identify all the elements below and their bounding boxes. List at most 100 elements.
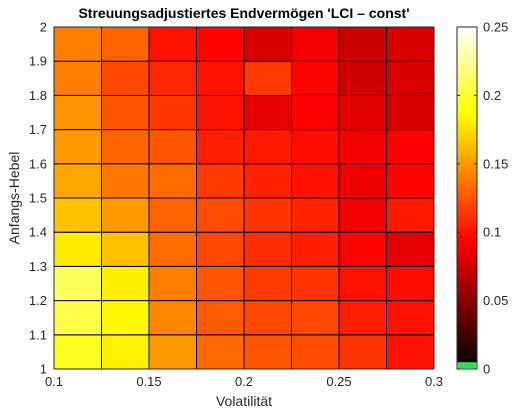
heatmap-cell [291, 94, 340, 131]
y-tick-label: 1.4 [29, 225, 47, 240]
heatmap-cell [338, 26, 387, 62]
x-tick-label: 0.1 [45, 374, 63, 389]
heatmap-cell [243, 300, 292, 336]
colorbar-tick-label: 0 [483, 362, 490, 377]
heatmap-cell [148, 265, 197, 302]
heatmap-cell [338, 300, 387, 336]
heatmap-cell [338, 60, 387, 96]
x-tick-label: 0.3 [425, 374, 443, 389]
colorbar-tick-label: 0.05 [483, 293, 508, 308]
x-tick-label: 0.2 [235, 374, 253, 389]
y-tick-label: 1.9 [29, 54, 47, 69]
heatmap-cell [53, 300, 102, 336]
heatmap-cell [291, 129, 340, 165]
y-tick-label: 1.7 [29, 122, 47, 137]
heatmap-cell [196, 94, 245, 131]
heatmap-cell [243, 129, 292, 165]
heatmap-cell [386, 334, 435, 370]
heatmap-cell [53, 26, 102, 62]
y-tick-label: 1 [40, 362, 47, 377]
heatmap-cells [53, 26, 435, 370]
heatmap-cell [53, 334, 102, 370]
heatmap-cell [196, 197, 245, 233]
heatmap-cell [243, 231, 292, 267]
heatmap-cell [148, 300, 197, 336]
heatmap-cell [243, 26, 292, 62]
heatmap-cell [291, 300, 340, 336]
heatmap-cell [386, 26, 435, 62]
chart-title: Streuungsadjustiertes Endvermögen 'LCI –… [78, 5, 409, 21]
heatmap-cell [291, 163, 340, 199]
heatmap-cell [101, 129, 150, 165]
heatmap-cell [196, 129, 245, 165]
heatmap-cell [338, 163, 387, 199]
heatmap-cell [338, 265, 387, 302]
heatmap-cell [386, 300, 435, 336]
heatmap-cell [148, 129, 197, 165]
heatmap-cell [148, 26, 197, 62]
heatmap-cell [101, 60, 150, 96]
y-tick-label: 1.8 [29, 88, 47, 103]
heatmap-cell [291, 60, 340, 96]
heatmap-cell [196, 334, 245, 370]
heatmap-cell [148, 94, 197, 131]
heatmap-cell [338, 334, 387, 370]
heatmap-cell [101, 231, 150, 267]
heatmap-cell [291, 231, 340, 267]
heatmap-cell [338, 197, 387, 233]
heatmap-cell [196, 231, 245, 267]
x-axis-label: Volatilität [216, 393, 272, 409]
colorbar: 0 0.05 0.1 0.15 0.2 0.25 [456, 20, 508, 377]
heatmap-cell [338, 94, 387, 131]
heatmap-cell [53, 60, 102, 96]
heatmap-cell [243, 334, 292, 370]
heatmap-cell [148, 60, 197, 96]
heatmap-cell [196, 163, 245, 199]
heatmap-cell [53, 265, 102, 302]
heatmap-cell [196, 60, 245, 96]
heatmap-cell [148, 197, 197, 233]
x-tick-label: 0.25 [326, 374, 351, 389]
heatmap-cell [386, 231, 435, 267]
colorbar-tick-label: 0.2 [483, 88, 501, 103]
heatmap-cell [53, 231, 102, 267]
heatmap-cell [148, 231, 197, 267]
heatmap-cell [101, 334, 150, 370]
colorbar-nan-marker [456, 361, 478, 370]
y-axis-label: Anfangs-Hebel [6, 152, 22, 245]
colorbar-tick-label: 0.1 [483, 225, 501, 240]
x-axis: 0.1 0.15 0.2 0.25 0.3 [45, 27, 443, 389]
colorbar-tick-label: 0.25 [483, 20, 508, 35]
heatmap-cell [291, 26, 340, 62]
heatmap-cell [101, 94, 150, 131]
y-tick-label: 1.5 [29, 191, 47, 206]
heatmap-cell [243, 94, 292, 131]
y-tick-label: 2 [40, 20, 47, 35]
heatmap-cell [101, 163, 150, 199]
heatmap-cell [386, 163, 435, 199]
heatmap-cell [386, 265, 435, 302]
heatmap-cell [101, 26, 150, 62]
heatmap-cell [291, 265, 340, 302]
heatmap-cell [243, 197, 292, 233]
heatmap-cell [101, 265, 150, 302]
heatmap-cell [196, 300, 245, 336]
y-tick-label: 1.3 [29, 259, 47, 274]
heatmap-cell [291, 334, 340, 370]
heatmap-cell [196, 26, 245, 62]
heatmap-cell [53, 197, 102, 233]
colorbar-tick-label: 0.15 [483, 156, 508, 171]
heatmap-cell [338, 231, 387, 267]
heatmap-cell [386, 197, 435, 233]
heatmap-cell [53, 163, 102, 199]
heatmap-cell [196, 265, 245, 302]
heatmap-cell [101, 300, 150, 336]
heatmap-cell [291, 197, 340, 233]
y-tick-label: 1.2 [29, 293, 47, 308]
heatmap-cell [148, 163, 197, 199]
heatmap-cell [243, 60, 292, 96]
heatmap-cell [243, 163, 292, 199]
heatmap-cell [386, 129, 435, 165]
